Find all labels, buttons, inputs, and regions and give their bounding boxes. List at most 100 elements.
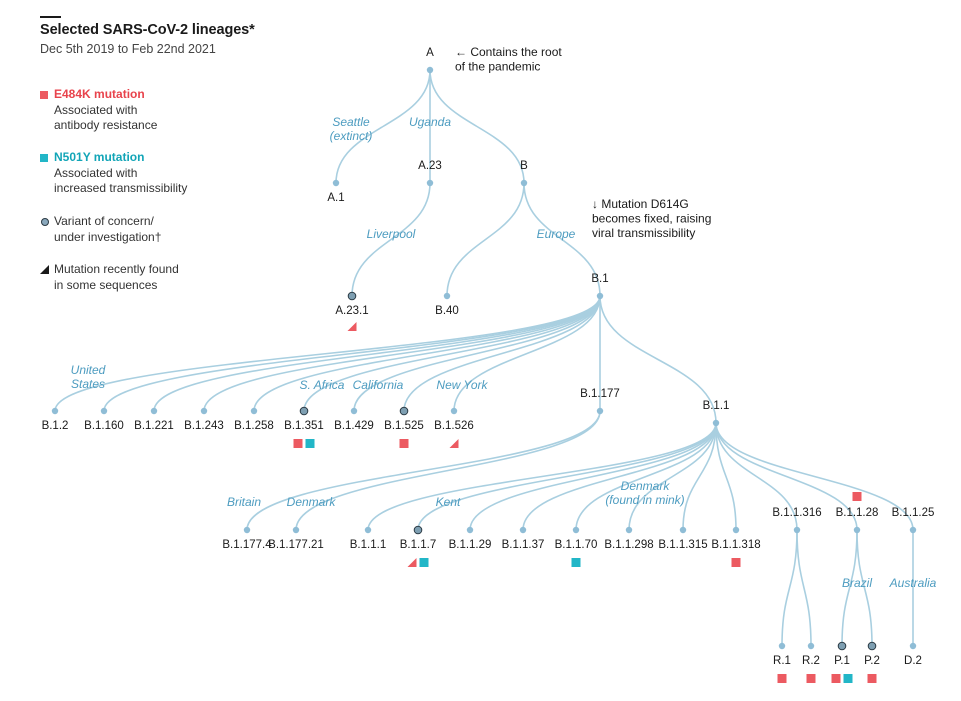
edge-b-1-243: [203, 295, 601, 412]
root-note-line-2: of the pandemic: [455, 60, 540, 74]
label-b-1-160: B.1.160: [84, 420, 124, 432]
label-a-1: A.1: [327, 192, 344, 204]
node-b-1-1-29: [466, 526, 474, 534]
label-b-1-243: B.1.243: [184, 420, 224, 432]
edge-b-40: [446, 182, 525, 297]
label-b-40: B.40: [435, 305, 459, 317]
region-liverpool: Liverpool: [367, 227, 416, 241]
label-b-1-177-4: B.1.177.4: [222, 539, 272, 551]
edge-r-1: [781, 529, 798, 647]
legend-voc-line-1: Variant of concern/: [54, 214, 154, 228]
edge-b-1-1-7: [417, 422, 717, 531]
tree-edges: [54, 69, 914, 647]
marker-e484k-b-1-1-318: [731, 558, 741, 567]
label-b-1: B.1: [591, 273, 608, 285]
label-b-1-525: B.1.525: [384, 420, 424, 432]
region-denmark-found-in-mink-line-2: (found in mink): [605, 493, 684, 507]
legend-e484k-title: E484K mutation: [54, 87, 145, 101]
tree-labels: A A.1 A.23 B A.23.1 B.40 B.1 B.1.2 B.1.160 B.1.22…: [42, 47, 935, 667]
node-b-1-1-70: [572, 526, 580, 534]
label-b-1-1-70: B.1.1.70: [555, 539, 598, 551]
edge-b-1-258: [253, 295, 601, 412]
edge-b-1: [523, 182, 601, 297]
marker-e484k-recent-b-1-526: [449, 439, 459, 448]
edge-b-1-1-318: [715, 422, 737, 531]
node-b-1-243: [200, 407, 208, 415]
edge-b-1-1: [599, 295, 717, 424]
region-denmark-found-in-mink: Denmark: [621, 479, 671, 493]
node-b-1-429: [350, 407, 358, 415]
edge-b-1-160: [103, 295, 601, 412]
edge-p-2: [856, 529, 873, 647]
node-b-1-1-28: [853, 526, 861, 534]
edge-b-1-2: [54, 295, 601, 412]
edge-b-1-1-28: [715, 422, 858, 531]
legend-e484k: E484K mutation Associated with antibody …: [40, 87, 157, 134]
legend-n501y-desc-1: Associated with: [54, 165, 138, 180]
marker-n501y-p-1: [843, 674, 853, 683]
marker-n501y-b-1-1-7: [419, 558, 429, 567]
label-b-1-177: B.1.177: [580, 388, 620, 400]
node-b-1-1-318: [732, 526, 740, 534]
region-labels: Seattle(extinct) Uganda Liverpool Europe Uni…: [71, 115, 937, 590]
region-united-states-line-2: States: [71, 377, 105, 391]
region-britain: Britain: [227, 495, 261, 509]
region-california: California: [353, 378, 404, 392]
label-b-1-1-7: B.1.1.7: [400, 539, 436, 551]
marker-e484k-recent-b-1-1-7: [407, 558, 417, 567]
edge-a-23-1: [351, 182, 431, 297]
node-b-1-1-25: [909, 526, 917, 534]
label-b-1-1-298: B.1.1.298: [604, 539, 653, 551]
marker-e484k-recent-a-23-1: [347, 322, 357, 331]
mutation-markers: [293, 322, 877, 683]
edge-b-1-177-4: [246, 410, 601, 531]
legend-voc: Variant of concern/ under investigation†: [40, 214, 161, 245]
region-australia: Australia: [889, 576, 937, 590]
legend-n501y: N501Y mutation Associated with increased…: [40, 150, 187, 197]
node-r-1: [778, 642, 786, 650]
label-p-2: P.2: [864, 655, 880, 667]
legend-n501y-desc-2: increased transmissibility: [54, 181, 188, 195]
d614g-note-line-1: ↓ Mutation D614G: [592, 197, 689, 211]
d614g-note-line-3: viral transmissibility: [592, 226, 695, 240]
node-b-40: [443, 292, 451, 300]
label-b-1-1-316: B.1.1.316: [772, 507, 821, 519]
edge-p-1: [841, 529, 858, 647]
label-a: A: [426, 47, 434, 59]
label-b-1-177-21: B.1.177.21: [268, 539, 324, 551]
label-b-1-221: B.1.221: [134, 420, 174, 432]
node-p-2: [867, 641, 877, 651]
node-b-1-177-21: [292, 526, 300, 534]
legend-e484k-desc-2: antibody resistance: [54, 118, 158, 132]
label-b-1-526: B.1.526: [434, 420, 474, 432]
label-b-1-258: B.1.258: [234, 420, 274, 432]
edge-b-1-1-298: [628, 422, 717, 531]
d614g-note-line-2: becomes fixed, raising: [592, 212, 711, 226]
node-b-1-351: [299, 406, 309, 416]
label-b: B: [520, 160, 528, 172]
legend-recent-line-2: in some sequences: [54, 277, 158, 292]
node-b-1-1-316: [793, 526, 801, 534]
edge-b-1-1-1: [367, 422, 717, 531]
region-kent: Kent: [436, 495, 461, 509]
node-b-1-2: [51, 407, 59, 415]
node-p-1: [837, 641, 847, 651]
node-b-1-258: [250, 407, 258, 415]
marker-e484k-r-2: [806, 674, 816, 683]
node-b-1-1-1: [364, 526, 372, 534]
node-d-2: [909, 642, 917, 650]
node-b-1-177: [596, 407, 604, 415]
edge-b-1-525: [403, 295, 601, 412]
edge-r-2: [796, 529, 812, 647]
marker-e484k-b-1-1-28-top: [852, 492, 862, 501]
label-b-1-1-28: B.1.1.28: [836, 507, 879, 519]
region-s-africa: S. Africa: [300, 378, 345, 392]
page-subtitle: Dec 5th 2019 to Feb 22nd 2021: [40, 42, 216, 56]
edge-b-1-1-25: [715, 422, 914, 531]
label-a-23: A.23: [418, 160, 442, 172]
region-united-states: United: [71, 363, 106, 377]
edge-b-1-1-37: [522, 422, 717, 531]
node-a-23: [426, 179, 434, 187]
